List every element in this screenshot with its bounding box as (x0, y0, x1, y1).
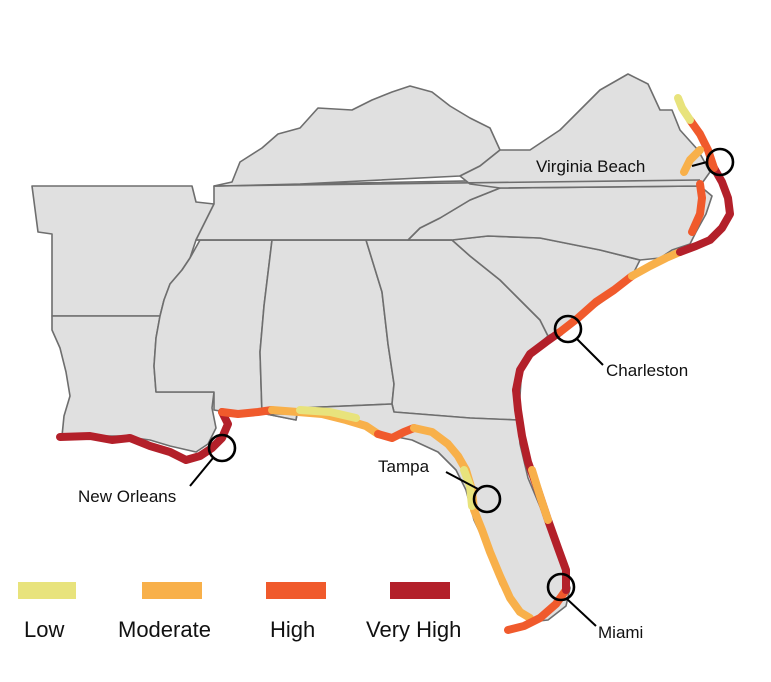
legend-label-moderate: Moderate (118, 617, 211, 642)
coast-segment-very-high (512, 328, 564, 394)
coast-segment-low (674, 94, 694, 124)
coast-segment-high (556, 272, 636, 336)
city-label-virginia-beach: Virginia Beach (536, 157, 645, 176)
legend: Low Moderate High Very High (18, 582, 461, 642)
city-markers: Virginia Beach Charleston New Orleans Ta… (78, 147, 735, 642)
coast-segment-low (460, 466, 476, 510)
border-line (213, 179, 701, 187)
state-virginia (459, 73, 711, 189)
leader-line (189, 457, 214, 487)
coast-segment-high (218, 406, 276, 418)
legend-label-high: High (270, 617, 315, 642)
coast-segment-moderate (410, 424, 534, 622)
legend-swatch-very-high (390, 582, 450, 599)
coast-segment-low (296, 406, 360, 422)
coast-segment-moderate (528, 466, 552, 524)
coast-segment-very-high (676, 164, 734, 256)
city-marker-charleston (553, 314, 583, 344)
legend-label-very-high: Very High (366, 617, 461, 642)
city-label-tampa: Tampa (378, 457, 430, 476)
legend-swatch-moderate (142, 582, 202, 599)
coast-segment-high (374, 424, 418, 442)
coast-segment-high (686, 116, 718, 172)
legend-swatch-low (18, 582, 76, 599)
leader-line (691, 161, 708, 167)
legend-label-low: Low (24, 617, 64, 642)
coast-segment-moderate (680, 146, 704, 176)
city-marker-new-orleans (207, 433, 237, 463)
city-marker-tampa (472, 484, 502, 514)
coastal-risk-layer (56, 94, 734, 634)
legend-swatch-high (266, 582, 326, 599)
leader-line (445, 471, 479, 490)
city-marker-miami (546, 572, 576, 602)
state-kentucky (213, 85, 501, 187)
city-label-charleston: Charleston (606, 361, 688, 380)
leader-line (576, 338, 604, 366)
coast-segment-high (688, 180, 706, 236)
leader-line (566, 598, 597, 627)
city-label-new-orleans: New Orleans (78, 487, 176, 506)
city-label-miami: Miami (598, 623, 643, 642)
coast-segment-moderate (628, 248, 684, 280)
interior-borders (196, 179, 701, 241)
